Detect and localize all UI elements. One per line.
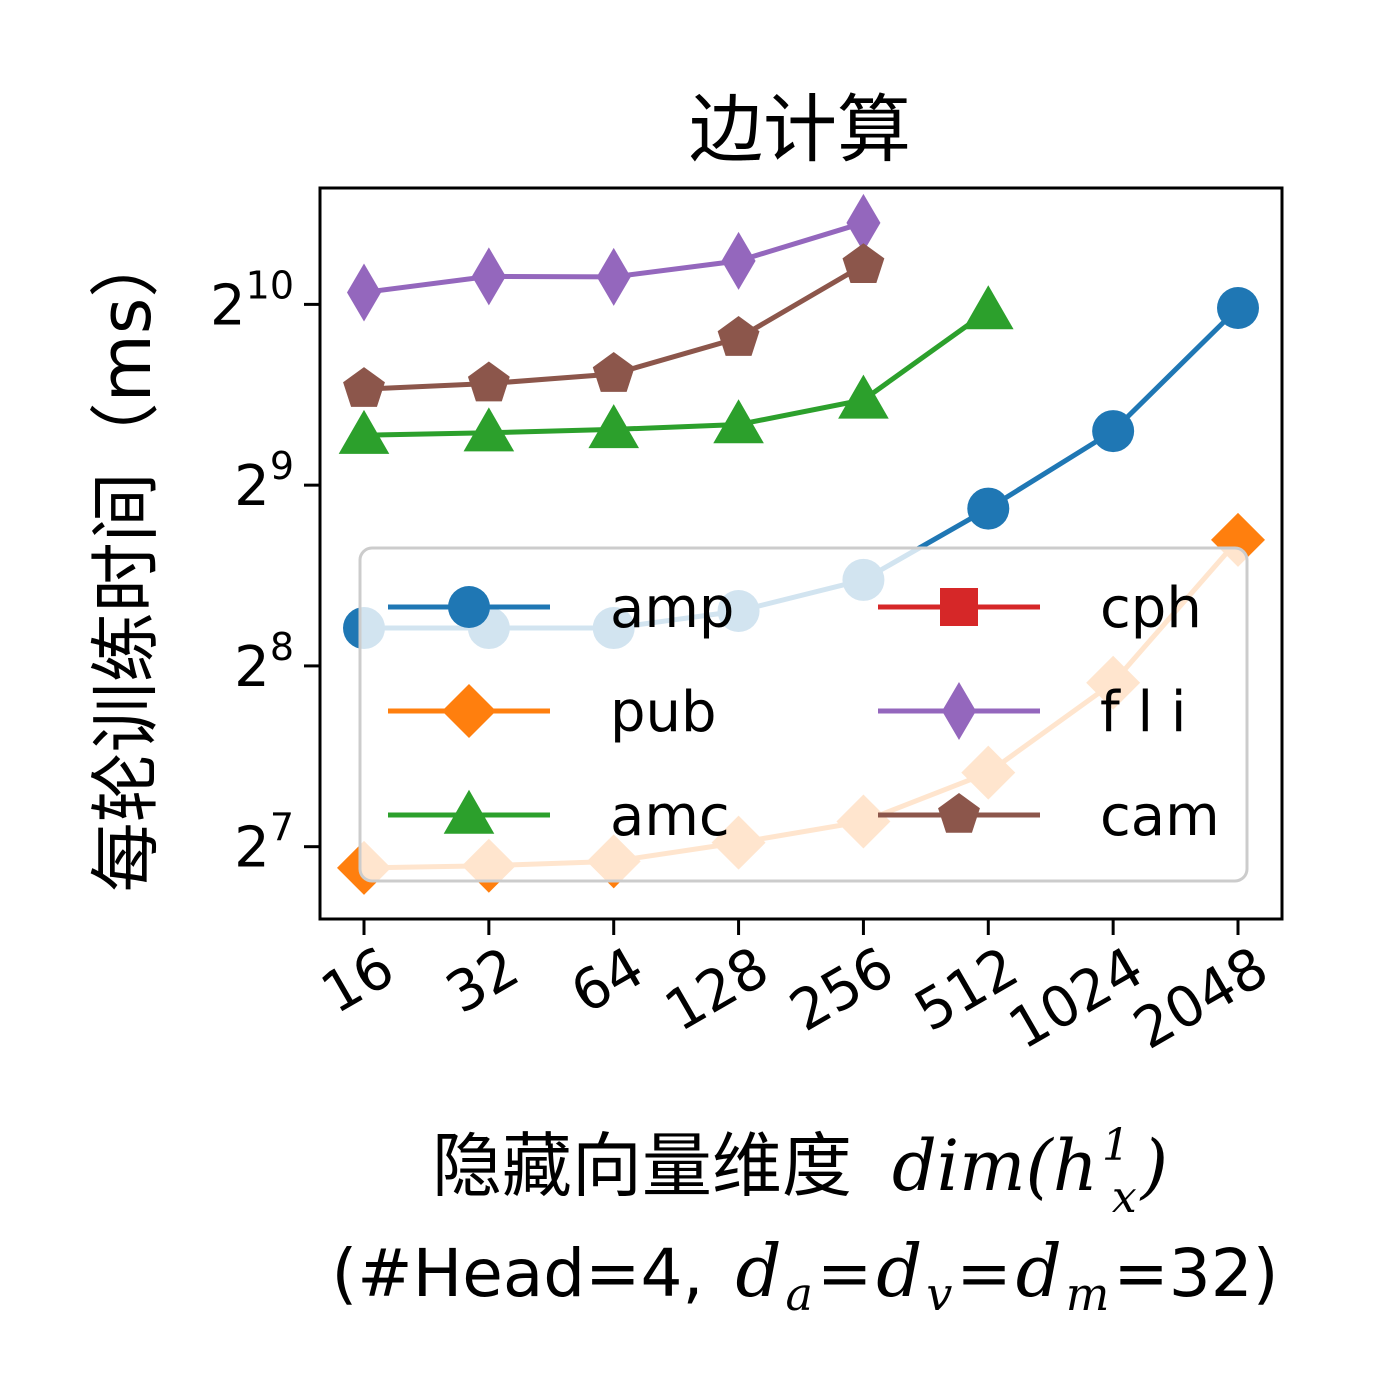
y-tick-label: 27 xyxy=(234,806,294,881)
legend-label: amp xyxy=(610,576,734,641)
data-point xyxy=(967,487,1010,530)
data-point xyxy=(592,352,635,392)
legend-marker xyxy=(448,586,490,628)
y-axis-label: 每轮训练时间（ms） xyxy=(85,228,167,893)
x-axis-label2-eq1: = xyxy=(817,1235,872,1312)
legend-entry-amp: amp xyxy=(388,576,734,641)
data-point xyxy=(842,243,885,284)
x-axis-label2-tail: =32) xyxy=(1113,1235,1278,1312)
x-axis-label2-d1: d xyxy=(735,1229,781,1313)
x-tick-label: 256 xyxy=(779,935,904,1045)
data-point xyxy=(347,263,381,322)
data-point xyxy=(721,231,756,290)
x-axis-label-line2: (#Head=4, d a = d v = d m =32) xyxy=(332,1229,1279,1321)
x-axis-label2-d2: d xyxy=(876,1229,922,1313)
data-point xyxy=(343,367,385,407)
data-point xyxy=(962,285,1014,330)
legend: amp pub amc cph f l i cam xyxy=(358,546,1249,883)
x-tick-label: 64 xyxy=(560,935,654,1027)
x-axis-label-sub: x xyxy=(1112,1172,1137,1223)
series-fli xyxy=(347,193,881,322)
x-axis-label2-s3: m xyxy=(1066,1267,1110,1321)
x-tick-label: 16 xyxy=(311,935,405,1027)
data-point xyxy=(463,407,515,452)
x-axis-label: 隐藏向量维度 dim(h 1 x ) xyxy=(432,1120,1168,1223)
data-point xyxy=(1217,286,1259,329)
legend-label: cam xyxy=(1100,784,1220,849)
data-point xyxy=(471,247,506,306)
y-axis-ticks: 27 28 29 210 xyxy=(210,263,320,881)
data-point xyxy=(596,247,631,306)
chart-title: 边计算 xyxy=(689,87,911,173)
x-axis-label2-open: (#Head=4, xyxy=(332,1235,704,1312)
legend-label: f l i xyxy=(1100,680,1186,745)
legend-entry-cph: cph xyxy=(878,576,1202,641)
x-axis-label-sup: 1 xyxy=(1102,1120,1130,1171)
legend-marker xyxy=(942,682,976,740)
x-axis-label2-d3: d xyxy=(1016,1229,1062,1313)
legend-entry-pub: pub xyxy=(388,680,717,745)
data-point xyxy=(846,193,881,252)
series-cam xyxy=(343,243,885,407)
x-axis-label-math: dim(h xyxy=(892,1125,1098,1207)
x-axis-label-close: ) xyxy=(1139,1125,1168,1207)
y-tick-label: 210 xyxy=(210,263,294,338)
x-tick-label: 128 xyxy=(655,935,780,1045)
legend-entry-fli: f l i xyxy=(878,680,1186,745)
data-point xyxy=(338,409,390,454)
plot-frame xyxy=(318,186,1284,921)
x-tick-label: 32 xyxy=(436,935,530,1027)
data-point xyxy=(838,374,889,419)
legend-entry-cam: cam xyxy=(878,784,1220,849)
data-point xyxy=(717,316,760,356)
legend-label: pub xyxy=(610,680,717,745)
y-tick-label: 28 xyxy=(234,625,294,700)
x-axis-label-text: 隐藏向量维度 xyxy=(432,1125,852,1207)
legend-label: cph xyxy=(1100,576,1202,641)
legend-marker xyxy=(940,588,978,626)
legend-frame xyxy=(358,546,1249,883)
data-point xyxy=(713,399,764,444)
x-axis-label2-eq2: = xyxy=(956,1235,1011,1312)
y-tick-label: 29 xyxy=(234,444,294,519)
data-point xyxy=(588,404,640,449)
x-axis-label2-s1: a xyxy=(786,1267,813,1321)
legend-entry-amc: amc xyxy=(388,784,730,849)
legend-marker xyxy=(442,684,496,738)
x-tick-label: 2048 xyxy=(1123,935,1279,1063)
legend-marker xyxy=(443,789,495,834)
legend-marker xyxy=(938,793,980,833)
data-point xyxy=(467,361,510,402)
series-line xyxy=(363,308,990,438)
legend-label: amc xyxy=(610,784,730,849)
series-amc xyxy=(338,285,1014,454)
x-tick-label: 1024 xyxy=(998,935,1154,1063)
data-point xyxy=(1092,410,1135,453)
x-axis-label2-s2: v xyxy=(926,1267,952,1321)
